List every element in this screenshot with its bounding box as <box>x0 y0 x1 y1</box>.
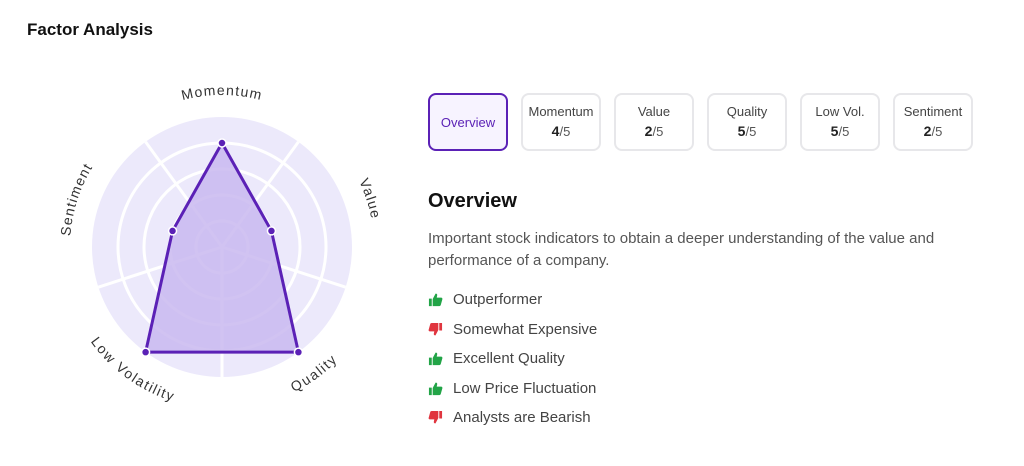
radar-axis-label-text: Momentum <box>180 82 263 103</box>
list-item: Outperformer <box>428 285 597 315</box>
thumbs-up-icon <box>428 352 443 366</box>
radar-axis-label-text: Sentiment <box>57 160 94 237</box>
radar-axis-label-text: Value <box>356 176 383 221</box>
tab-low-volatility[interactable]: Low Vol. 5/5 <box>800 93 880 151</box>
list-item-text: Analysts are Bearish <box>453 409 591 427</box>
radar-axis-label: Momentum <box>180 82 265 103</box>
tab-score: 4/5 <box>551 123 571 139</box>
list-item-text: Somewhat Expensive <box>453 320 598 338</box>
thumbs-up-icon <box>428 293 443 307</box>
tab-value[interactable]: Value 2/5 <box>614 93 694 151</box>
radar-point <box>167 226 178 236</box>
radar-point <box>140 347 151 357</box>
tab-score: 2/5 <box>644 123 664 139</box>
tab-sentiment[interactable]: Sentiment 2/5 <box>893 93 973 151</box>
tab-score: 5/5 <box>830 123 850 139</box>
radar-score-area <box>144 141 300 354</box>
section-heading: Overview <box>428 190 517 212</box>
tab-label: Momentum <box>528 104 594 119</box>
page-title: Factor Analysis <box>27 20 153 39</box>
list-item: Analysts are Bearish <box>428 403 597 433</box>
tab-overview[interactable]: Overview <box>428 93 508 151</box>
radar-axis-label: Quality <box>288 351 340 395</box>
radar-axis-label: Sentiment <box>57 160 95 237</box>
radar-point <box>293 347 304 357</box>
radar-axis-label-text: Quality <box>288 351 339 395</box>
thumbs-down-icon <box>428 322 443 336</box>
list-item-text: Outperformer <box>453 291 543 309</box>
radar-axis-label: Value <box>356 176 384 221</box>
tab-label: Value <box>637 104 671 119</box>
factor-tabs: Overview Momentum 4/5 Value 2/5 Quality … <box>428 93 986 151</box>
section-description: Important stock indicators to obtain a d… <box>428 230 935 269</box>
list-item-text: Excellent Quality <box>453 350 565 368</box>
tab-label: Sentiment <box>903 104 963 119</box>
thumbs-down-icon <box>428 411 443 424</box>
tab-label: Low Vol. <box>815 104 865 119</box>
tab-score: 5/5 <box>737 123 757 139</box>
radar-point <box>217 138 227 148</box>
tab-label: Quality <box>726 104 768 119</box>
list-item-text: Low Price Fluctuation <box>453 379 597 397</box>
factor-summary-list: Outperformer Somewhat Expensive Excellen… <box>428 285 597 433</box>
list-item: Somewhat Expensive <box>428 315 597 345</box>
thumbs-up-icon <box>428 382 443 395</box>
radar-point <box>266 226 277 236</box>
tab-quality[interactable]: Quality 5/5 <box>707 93 787 151</box>
tab-label: Overview <box>440 114 496 130</box>
list-item: Low Price Fluctuation <box>428 374 597 404</box>
list-item: Excellent Quality <box>428 344 597 374</box>
tab-momentum[interactable]: Momentum 4/5 <box>521 93 601 151</box>
tab-score: 2/5 <box>923 123 943 139</box>
